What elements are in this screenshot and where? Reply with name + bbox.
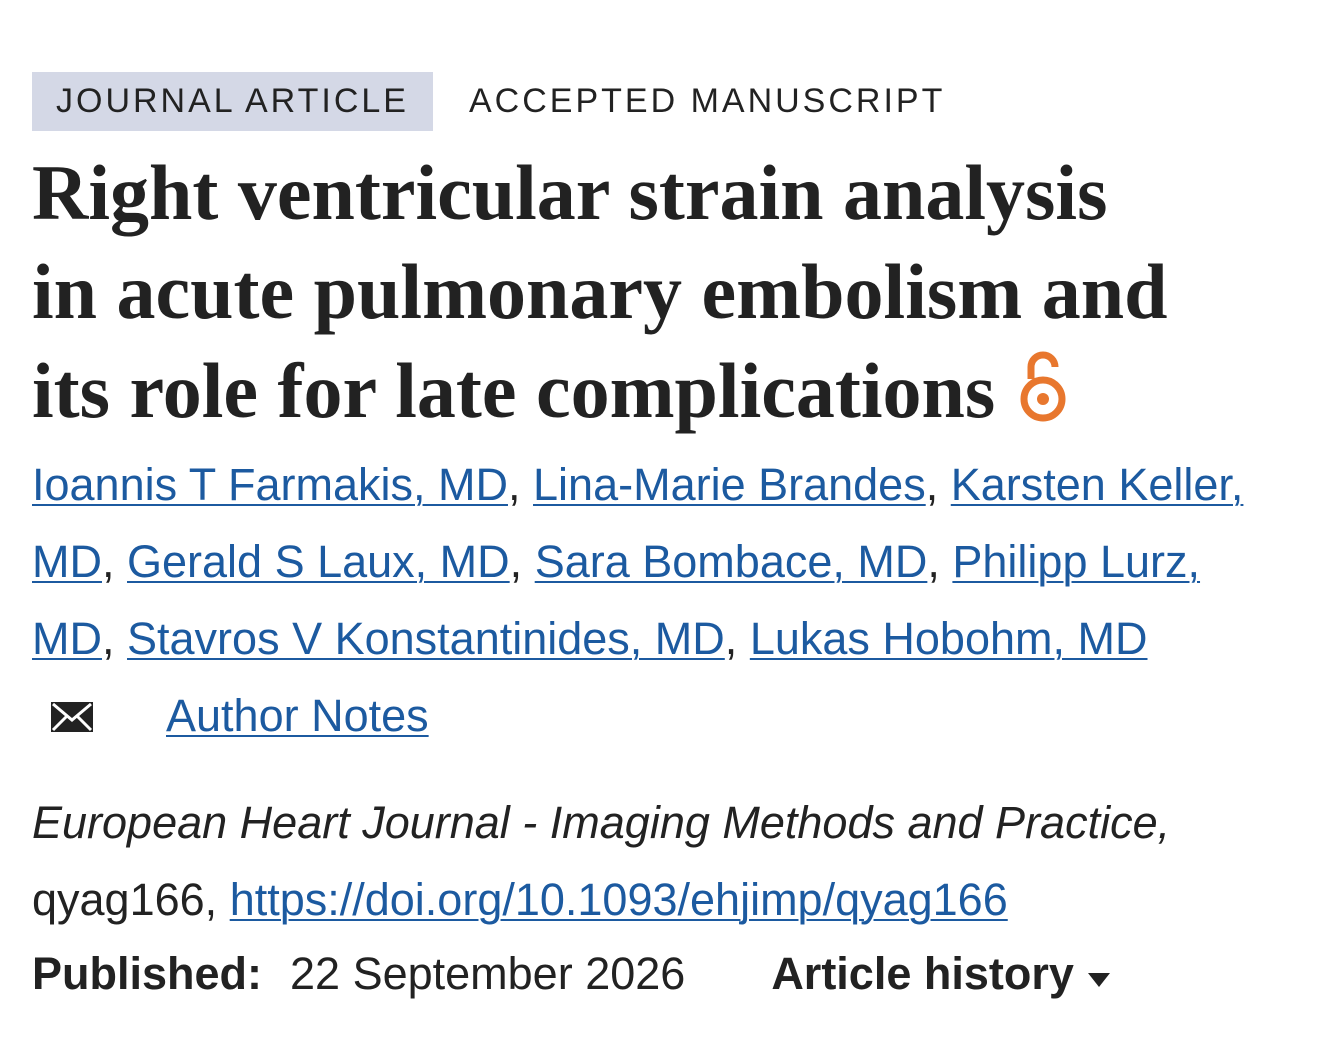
title-text: Right ventricular strain analysis (32, 149, 1108, 236)
author-separator: , (927, 536, 940, 587)
citation: European Heart Journal - Imaging Methods… (32, 784, 1288, 938)
title-line: its role for late complications (32, 341, 1288, 440)
author-separator: , (925, 459, 939, 510)
manuscript-status: ACCEPTED MANUSCRIPT (468, 82, 946, 120)
publication-info: Published: 22 September 2026 Article his… (32, 948, 1288, 1000)
article-history-label[interactable]: Article history (771, 948, 1074, 999)
author-notes-link[interactable]: Author Notes (166, 690, 429, 741)
author-link[interactable]: Stavros V Konstantinides, MD (127, 613, 725, 664)
doi-link[interactable]: https://doi.org/10.1093/ehjimp/qyag166 (229, 874, 1008, 925)
labels: JOURNAL ARTICLE ACCEPTED MANUSCRIPT (32, 72, 1288, 131)
journal-name: European Heart Journal - Imaging Methods… (32, 797, 1171, 848)
author-link[interactable]: Lina-Marie Brandes (533, 459, 926, 510)
author-link[interactable]: Sara Bombace, MD (534, 536, 928, 587)
author-link[interactable]: Philipp Lurz, MD (32, 536, 1201, 664)
article-id: qyag166, (32, 874, 218, 925)
article-type: JOURNAL ARTICLE (32, 72, 433, 131)
author-link[interactable]: Gerald S Laux, MD (127, 536, 510, 587)
title: Right ventricular strain analysis in acut… (32, 143, 1288, 440)
title-line: in acute pulmonary embolism and (32, 242, 1288, 341)
authors: Ioannis T Farmakis, MD, Lina-Marie Brand… (32, 446, 1272, 754)
author-link[interactable]: Ioannis T Farmakis, MD (32, 459, 508, 510)
open-access-icon (1020, 351, 1066, 422)
author-separator: , (724, 613, 738, 664)
title-text: its role for late complications (32, 347, 996, 434)
article-history[interactable]: Article history (771, 948, 1112, 1000)
author-link[interactable]: Karsten Keller, MD (32, 459, 1244, 587)
published-date: 22 September 2026 (290, 948, 686, 999)
mail-icon[interactable] (50, 701, 94, 733)
author-separator: , (507, 459, 521, 510)
title-line: Right ventricular strain analysis (32, 143, 1288, 242)
author-separator: , (101, 536, 115, 587)
author-separator: , (101, 613, 115, 664)
dropdown-arrow (1088, 973, 1111, 987)
author-link[interactable]: Lukas Hobohm, MD (749, 613, 1148, 664)
author-separator: , (509, 536, 523, 587)
published-label: Published: (32, 948, 263, 999)
title-text: in acute pulmonary embolism and (32, 248, 1168, 335)
